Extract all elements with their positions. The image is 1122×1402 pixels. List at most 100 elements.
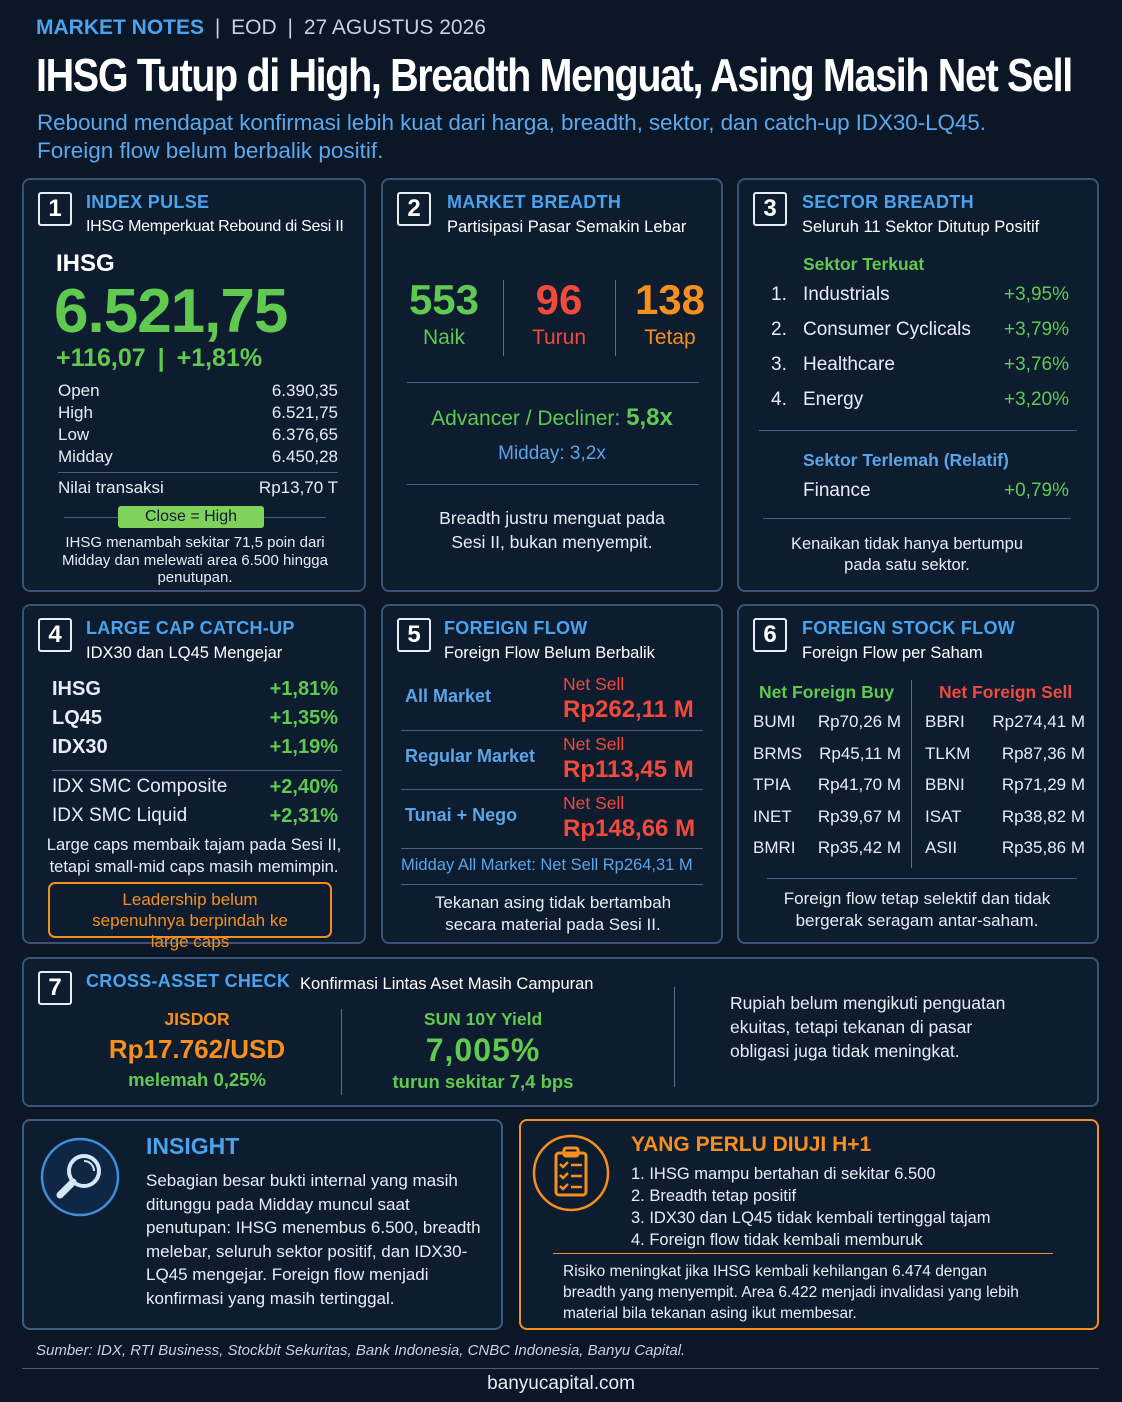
card-number: 7	[38, 971, 72, 1005]
index-row: IHSG +1,81%	[52, 678, 338, 700]
card-note: Tekanan asing tidak bertambah secara mat…	[434, 893, 672, 934]
list-item: BUMI Rp70,26 M	[753, 712, 901, 731]
card-subtitle: Konfirmasi Lintas Aset Masih Campuran	[300, 975, 594, 993]
divider	[503, 280, 504, 356]
card-note: Large caps membaik tajam pada Sesi II, t…	[46, 836, 342, 876]
insight-panel: INSIGHT Sebagian besar bukti internal ya…	[22, 1119, 503, 1330]
divider	[401, 730, 703, 731]
source-note: Sumber: IDX, RTI Business, Stockbit Seku…	[36, 1342, 686, 1359]
turun-count: 96 Turun	[531, 276, 587, 349]
card-number: 1	[38, 192, 72, 226]
ohlc-row: Open 6.390,35	[58, 381, 338, 400]
naik-count: 553 Naik	[408, 276, 480, 349]
list-item: ISAT Rp38,82 M	[925, 806, 1085, 826]
test-panel: YANG PERLU DIUJI H+1 1. IHSG mampu berta…	[519, 1119, 1099, 1330]
weak-sector-label: Sektor Terlemah (Relatif)	[803, 450, 1009, 470]
ad-ratio: Advancer / Decliner: 5,8x	[431, 404, 673, 431]
card-subtitle: IDX30 dan LQ45 Mengejar	[86, 644, 283, 662]
divider	[401, 884, 703, 885]
sector-list: 1. Industrials +3,95% 2. Consumer Cyclicals…	[771, 284, 1069, 424]
ohlc-table: Open 6.390,35 High 6.521,75 Low 6.376,65 Mi…	[58, 380, 338, 468]
site-link[interactable]: banyucapital.com	[487, 1373, 635, 1394]
ohlc-row: Low 6.376,65	[58, 425, 338, 444]
test-title: YANG PERLU DIUJI H+1	[631, 1133, 872, 1156]
sector-row: 1. Industrials +3,95%	[771, 284, 1069, 305]
card-title: FOREIGN FLOW	[444, 618, 588, 638]
midday-ratio: Midday: 3,2x	[498, 443, 606, 464]
list-item: 2. Breadth tetap positif	[631, 1187, 797, 1205]
divider	[407, 484, 699, 485]
card-subtitle: Foreign Flow Belum Berbalik	[444, 644, 655, 662]
divider	[911, 680, 912, 868]
card-number: 2	[397, 192, 431, 226]
divider	[341, 1009, 342, 1095]
card-market-breadth: 2 MARKET BREADTH Partisipasi Pasar Semak…	[381, 178, 723, 592]
page-title: IHSG Tutup di High, Breadth Menguat, Asi…	[36, 49, 1073, 101]
weak-sector-row: Finance +0,79%	[803, 480, 1069, 501]
card-note: IHSG menambah sekitar 71,5 poin dari Mid…	[61, 534, 328, 586]
card-title: MARKET BREADTH	[447, 192, 622, 212]
page-subtitle-1: Rebound mendapat konfirmasi lebih kuat d…	[37, 110, 986, 135]
card-subtitle: IHSG Memperkuat Rebound di Sesi II	[86, 218, 344, 235]
card-note: Rupiah belum mengikuti penguatan ekuitas…	[730, 993, 1006, 1061]
buy-list: BUMI Rp70,26 M BRMS Rp45,11 M TPIA Rp41,70 …	[753, 712, 901, 870]
header-date: 27 AGUSTUS 2026	[303, 16, 486, 39]
divider	[674, 987, 675, 1087]
sell-header: Net Foreign Sell	[939, 682, 1073, 702]
list-item: ASII Rp35,86 M	[925, 838, 1085, 857]
page-subtitle-2: Foreign flow belum berbalik positif.	[37, 138, 384, 163]
card-note: Breadth justru menguat pada Sesi II, buk…	[439, 508, 665, 552]
close-high-badge: Close = High	[118, 506, 264, 528]
sell-list: BBRI Rp274,41 M TLKM Rp87,36 M BBNI Rp71,29…	[925, 712, 1085, 870]
card-title: INDEX PULSE	[86, 192, 210, 212]
card-subtitle: Partisipasi Pasar Semakin Lebar	[447, 218, 687, 236]
index-row: IDX SMC Composite +2,40%	[52, 776, 338, 798]
divider	[615, 280, 616, 356]
turnover-row: Nilai transaksi Rp13,70 T	[58, 478, 338, 497]
divider	[401, 789, 703, 790]
header-meta: MARKET NOTES | EOD | 27 AGUSTUS 2026	[36, 16, 486, 39]
list-item: INET Rp39,67 M	[753, 806, 901, 826]
divider	[401, 848, 703, 849]
list-item: 4. Foreign flow tidak kembali memburuk	[631, 1231, 923, 1249]
top-sectors-label: Sektor Terkuat	[803, 254, 925, 274]
card-title: FOREIGN STOCK FLOW	[802, 618, 1016, 638]
flow-row: All Market Net Sell Rp262,11 M	[405, 674, 694, 723]
card-number: 5	[397, 618, 431, 652]
list-item: BMRI Rp35,42 M	[753, 838, 901, 857]
sector-row: 3. Healthcare +3,76%	[771, 354, 1069, 375]
sun-yield-block: SUN 10Y Yield 7,005% turun sekitar 7,4 b…	[392, 1009, 574, 1092]
flow-row: Tunai + Nego Net Sell Rp148,66 M	[405, 793, 696, 842]
flow-row: Regular Market Net Sell Rp113,45 M	[405, 734, 694, 783]
sector-row: 4. Energy +3,20%	[771, 389, 1069, 410]
divider	[759, 430, 1077, 431]
test-list: 1. IHSG mampu bertahan di sekitar 6.500 …	[631, 1163, 991, 1251]
card-title: CROSS-ASSET CHECK	[86, 971, 291, 991]
index-change: +116,07 | +1,81%	[56, 344, 263, 372]
card-sector-breadth: 3 SECTOR BREADTH Seluruh 11 Sektor Ditut…	[737, 178, 1099, 592]
index-list: IHSG +1,81% LQ45 +1,35% IDX30 +1,19%	[52, 678, 338, 765]
divider	[22, 1368, 1099, 1369]
index-row: LQ45 +1,35%	[52, 707, 338, 729]
divider	[52, 770, 342, 771]
index-row: IDX SMC Liquid +2,31%	[52, 805, 338, 827]
list-item: BRMS Rp45,11 M	[753, 743, 901, 763]
jisdor-block: JISDOR Rp17.762/USD melemah 0,25%	[108, 1009, 286, 1090]
divider	[553, 1253, 1053, 1254]
index-row: IDX30 +1,19%	[52, 736, 338, 758]
card-number: 6	[753, 618, 787, 652]
list-item: TLKM Rp87,36 M	[925, 743, 1085, 763]
list-item: 1. IHSG mampu bertahan di sekitar 6.500	[631, 1165, 936, 1183]
divider	[767, 878, 1077, 879]
card-note: Foreign flow tetap selektif dan tidak be…	[783, 889, 1051, 930]
list-item: TPIA Rp41,70 M	[753, 775, 901, 794]
divider	[58, 472, 338, 473]
card-cross-asset: 7 CROSS-ASSET CHECK Konfirmasi Lintas As…	[22, 957, 1099, 1107]
smc-list: IDX SMC Composite +2,40% IDX SMC Liquid +2…	[52, 776, 338, 834]
clipboard-checklist-icon	[531, 1133, 611, 1213]
index-value: 6.521,75	[54, 277, 288, 346]
sector-row: 2. Consumer Cyclicals +3,79%	[771, 319, 1069, 340]
divider	[763, 518, 1071, 519]
card-large-cap: 4 LARGE CAP CATCH-UP IDX30 dan LQ45 Meng…	[22, 604, 366, 951]
card-index-pulse: 1 INDEX PULSE IHSG Memperkuat Rebound di…	[22, 178, 366, 592]
